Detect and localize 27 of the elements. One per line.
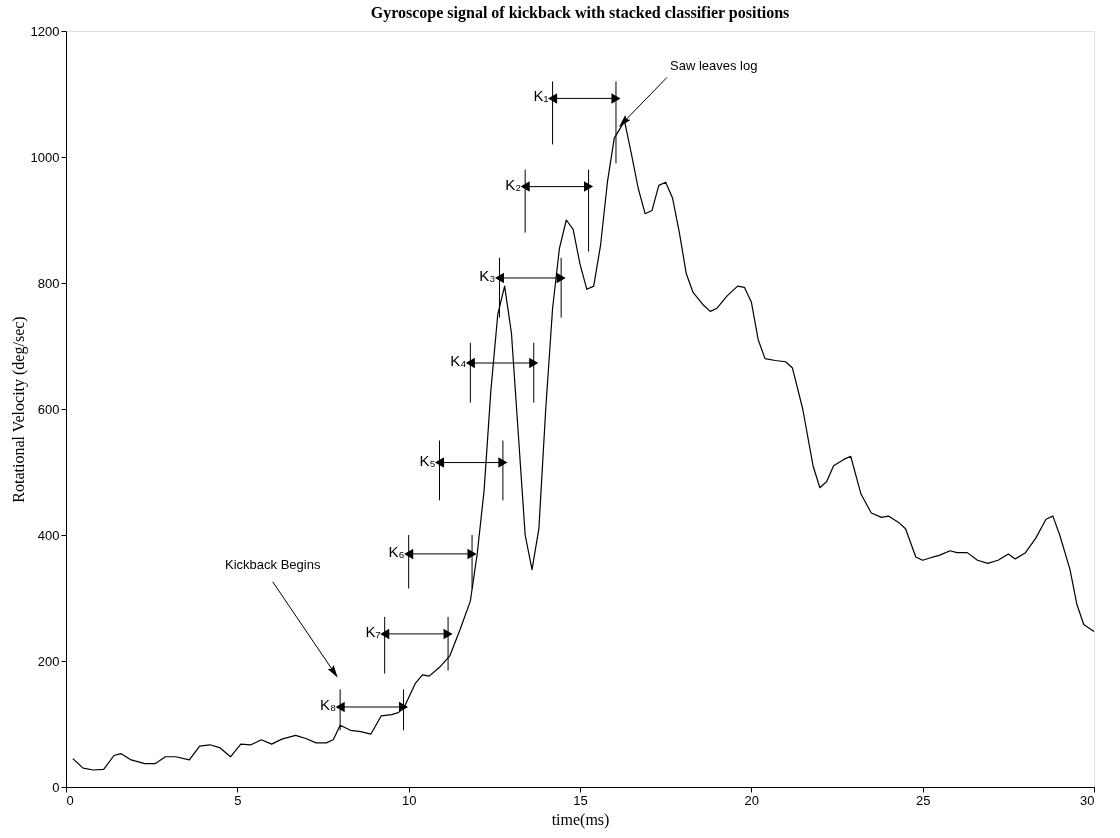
y-tick-label: 1200 (30, 23, 60, 39)
series-label: K₈ (319, 695, 337, 713)
series-label: K₇ (365, 622, 381, 640)
annotation: Kickback Begins (225, 556, 321, 572)
x-axis-title: time(ms) (551, 810, 610, 829)
annotation: Saw leaves log (669, 58, 758, 74)
series-label: K₃ (479, 266, 496, 284)
x-tick-label: 10 (401, 792, 417, 808)
y-tick-label: 1000 (30, 149, 60, 165)
chart-title: Gyroscope signal of kickback with stacked classifier positions (370, 4, 790, 22)
x-tick-label: 5 (234, 792, 242, 808)
series-label: K₅ (419, 451, 436, 469)
x-tick-label: 0 (66, 792, 74, 808)
y-axis-title: Rotational Velocity (deg/sec) (9, 316, 28, 503)
series-label: K₁ (533, 87, 549, 105)
x-tick-label: 15 (573, 792, 588, 808)
y-tick-label: 800 (37, 275, 60, 291)
series-label: K₂ (505, 175, 522, 193)
y-tick-label: 600 (37, 401, 60, 417)
series-label: K₆ (388, 542, 405, 560)
y-tick-label: 400 (37, 527, 60, 543)
y-tick-label: 200 (37, 653, 60, 669)
x-tick-label: 30 (1080, 792, 1095, 808)
y-tick-label: 0 (52, 779, 60, 795)
x-tick-label: 20 (744, 792, 760, 808)
series-label: K₄ (450, 352, 467, 370)
x-tick-label: 25 (915, 792, 931, 808)
